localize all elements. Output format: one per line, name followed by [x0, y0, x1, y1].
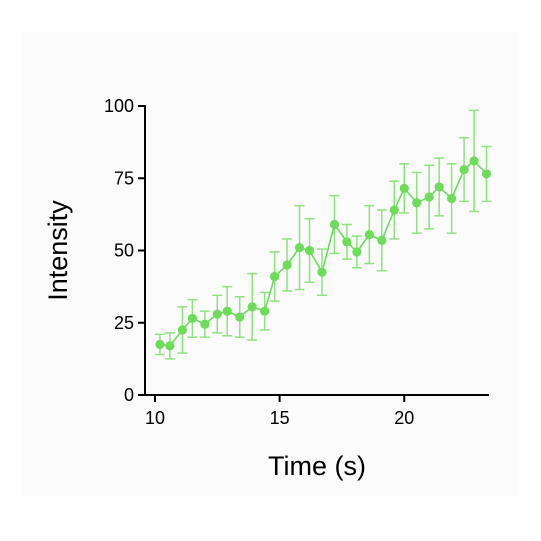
data-point: [412, 198, 422, 208]
data-point: [304, 245, 315, 256]
data-points: [155, 156, 492, 351]
data-point: [270, 271, 280, 282]
data-point: [342, 237, 352, 247]
data-point: [447, 193, 457, 204]
data-point: [177, 325, 187, 335]
data-point: [235, 312, 245, 322]
data-point: [165, 341, 175, 351]
chart-panel: 0 25 50 75 100 10 15 20 Time (s) Intensity: [22, 32, 518, 496]
x-tick-label: 15: [270, 408, 290, 428]
data-point: [260, 306, 270, 316]
y-tick-label: 50: [114, 241, 134, 261]
data-point: [459, 164, 469, 175]
data-point: [155, 339, 165, 350]
data-point: [424, 192, 434, 202]
y-tick-label: 100: [104, 96, 134, 116]
data-point: [294, 243, 305, 253]
data-point: [247, 302, 257, 312]
data-point: [212, 309, 222, 319]
data-point: [481, 169, 492, 179]
ticks: 0 25 50 75 100 10 15 20: [104, 96, 414, 428]
data-point: [329, 219, 340, 230]
x-tick-label: 10: [145, 408, 165, 428]
data-point: [469, 156, 479, 166]
data-point: [317, 267, 327, 277]
data-point: [399, 183, 409, 193]
y-tick-label: 75: [114, 168, 134, 188]
data-point: [282, 260, 292, 270]
data-point: [222, 306, 232, 316]
y-tick-label: 25: [114, 313, 134, 333]
data-point: [187, 313, 197, 324]
data-point: [434, 182, 444, 192]
data-point: [364, 230, 374, 240]
x-tick-label: 20: [394, 408, 414, 428]
y-tick-label: 0: [124, 385, 134, 405]
x-axis-title: Time (s): [268, 451, 366, 481]
data-point: [377, 235, 387, 245]
y-axis-title: Intensity: [43, 200, 73, 301]
axes: [144, 105, 489, 396]
intensity-vs-time-chart: 0 25 50 75 100 10 15 20 Time (s) Intensity: [43, 96, 492, 481]
error-bars: [154, 109, 492, 360]
data-point: [200, 319, 210, 329]
data-point: [389, 205, 399, 215]
data-point: [352, 247, 362, 257]
